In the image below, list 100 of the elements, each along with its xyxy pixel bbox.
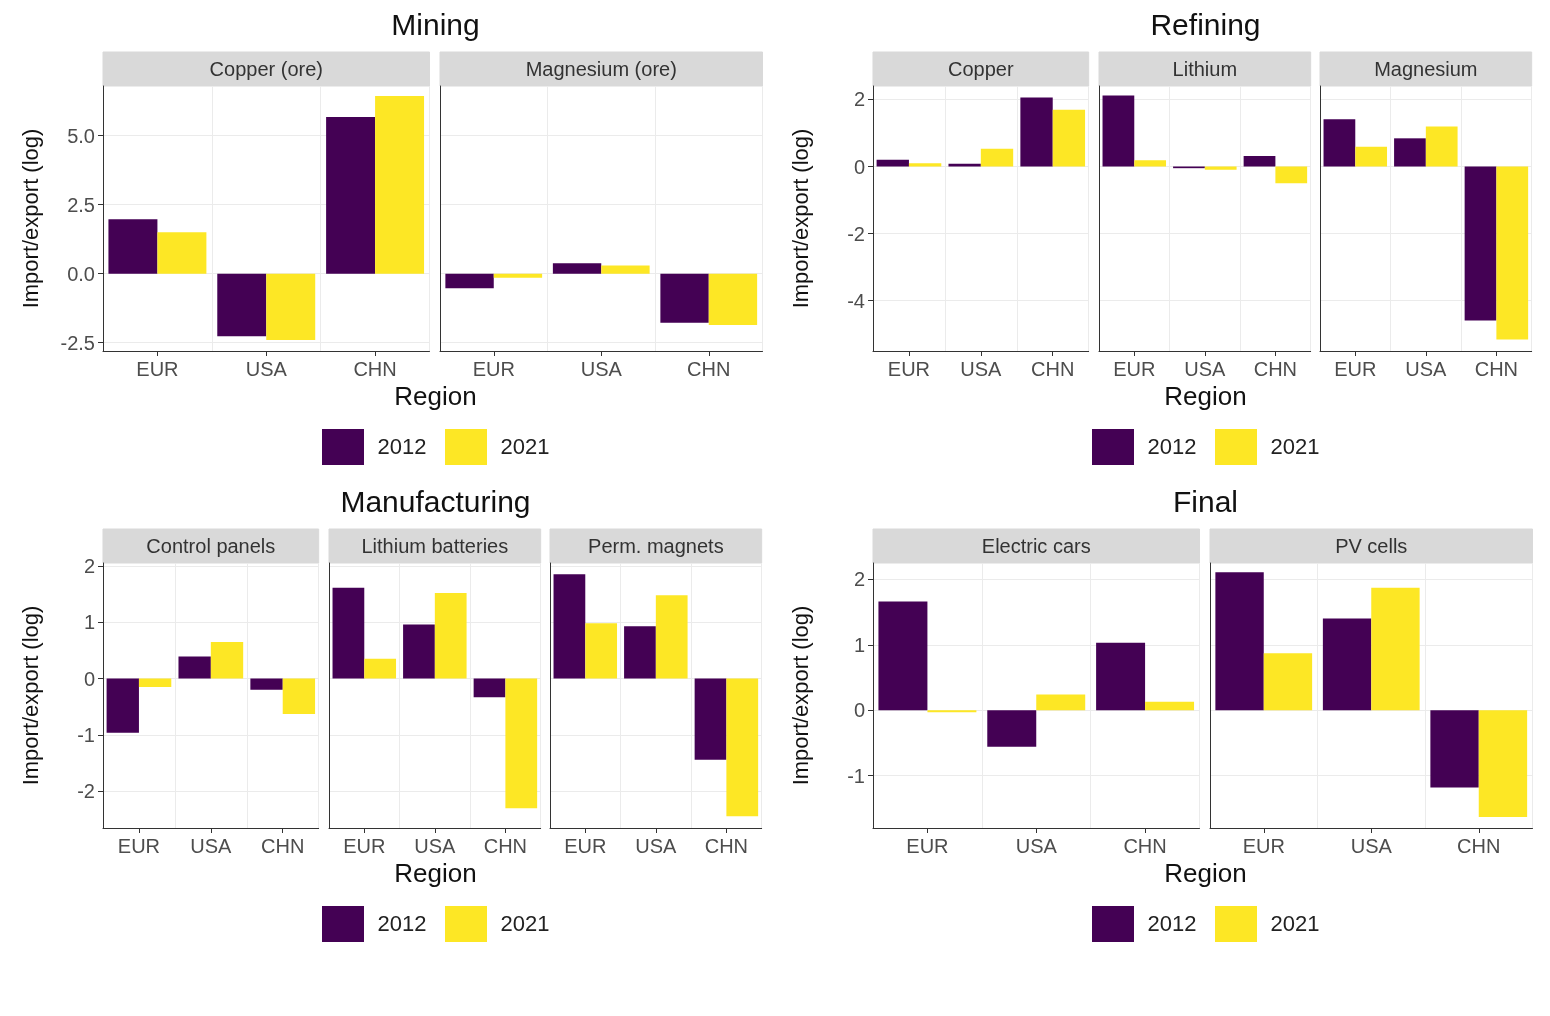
x-axis-title: Region — [393, 858, 478, 890]
x-axis-title: Region — [1163, 858, 1248, 890]
bar — [1429, 710, 1479, 788]
bar — [157, 232, 207, 274]
bar — [656, 595, 688, 679]
bar — [505, 678, 537, 809]
bar — [908, 163, 942, 167]
legend-label: 2021 — [1270, 434, 1320, 460]
legend-label: 2012 — [377, 434, 427, 460]
x-tick-label: CHN — [1031, 358, 1075, 380]
bar — [1496, 166, 1529, 340]
chart-subtitle: Magnesium — [1374, 58, 1478, 80]
y-tick-label: -1 — [77, 723, 95, 746]
bar — [1020, 97, 1053, 167]
bar — [553, 574, 586, 679]
bar — [1275, 166, 1307, 184]
bar — [434, 592, 467, 679]
x-tick-label: EUR — [136, 358, 179, 380]
x-tick-label: CHN — [483, 835, 527, 857]
y-tick-label: 1 — [83, 611, 95, 634]
chart-title: Refining — [1150, 8, 1261, 41]
bar — [210, 641, 244, 679]
chart-title: Mining — [390, 8, 481, 43]
bar — [1323, 119, 1356, 167]
y-tick-label: -2 — [847, 222, 865, 245]
y-tick-label: 1 — [853, 633, 865, 656]
x-tick-label: CHN — [1253, 358, 1297, 380]
bar — [473, 678, 506, 698]
y-tick-label: 2.5 — [67, 193, 95, 216]
x-tick-label: CHN — [353, 358, 397, 380]
bar — [1214, 572, 1264, 711]
bar — [178, 656, 211, 679]
x-tick-label: EUR — [1334, 358, 1377, 380]
y-tick-label: 0.0 — [67, 262, 95, 285]
x-tick-label: CHN — [1475, 358, 1519, 380]
bar — [694, 678, 727, 760]
bar — [1394, 138, 1427, 167]
x-tick-label: CHN — [1123, 835, 1167, 857]
chart-subtitle: Electric cars — [981, 535, 1091, 557]
y-tick-label: 0 — [853, 155, 865, 178]
chart-subtitle: Perm. magnets — [588, 535, 724, 557]
bar — [1478, 710, 1527, 817]
bar — [282, 678, 316, 715]
bar — [217, 273, 267, 337]
y-tick-label: 2 — [853, 88, 865, 111]
x-tick-label: USA — [960, 358, 1003, 380]
bar — [1263, 653, 1312, 711]
bar — [1322, 618, 1371, 711]
bar — [402, 624, 435, 679]
legend-label: 2012 — [377, 911, 427, 937]
y-axis-title: Import/export (log) — [17, 605, 43, 786]
x-tick-label: EUR — [1112, 358, 1156, 380]
x-tick-label: CHN — [261, 835, 305, 857]
x-axis-title: Region — [393, 381, 478, 413]
x-tick-label: USA — [635, 835, 678, 857]
x-tick-label: EUR — [564, 835, 607, 857]
chart-subtitle: Control panels — [146, 535, 276, 557]
bar — [1036, 694, 1086, 711]
x-tick-label: EUR — [342, 835, 386, 857]
bar — [108, 219, 158, 274]
bar — [1096, 642, 1146, 711]
y-axis-title: Import/export (log) — [17, 128, 43, 309]
x-tick-label: CHN — [705, 835, 749, 857]
y-tick-label: -1 — [847, 764, 865, 787]
bar — [1243, 156, 1276, 167]
chart-title: Manufacturing — [340, 485, 531, 518]
chart-subtitle: Lithium — [1172, 58, 1237, 80]
bar — [1426, 126, 1458, 167]
bar — [948, 163, 981, 167]
y-tick-label: 2 — [83, 554, 95, 577]
x-tick-label: USA — [245, 358, 288, 380]
bar — [332, 587, 364, 679]
chart-subtitle: PV cells — [1334, 535, 1407, 557]
x-tick-label: EUR — [887, 358, 931, 380]
x-tick-label: CHN — [1456, 835, 1500, 857]
bar — [878, 601, 928, 711]
legend-label: 2012 — [1147, 434, 1197, 460]
bar — [1204, 166, 1237, 170]
y-axis-title: Import/export (log) — [787, 605, 813, 786]
y-tick-label: -2 — [77, 780, 95, 803]
bar — [1102, 95, 1134, 167]
x-tick-label: USA — [1015, 835, 1058, 857]
x-tick-label: EUR — [472, 358, 515, 380]
x-tick-label: USA — [1405, 358, 1448, 380]
y-tick-label: -2.5 — [60, 331, 95, 354]
bar — [1370, 587, 1420, 711]
bar — [1052, 109, 1086, 167]
bar — [876, 159, 909, 167]
bar — [987, 710, 1037, 747]
x-tick-label: USA — [1350, 835, 1392, 857]
x-tick-label: EUR — [1242, 835, 1285, 857]
legend-label: 2021 — [500, 434, 550, 460]
bar — [326, 116, 376, 274]
chart-subtitle: Copper (ore) — [209, 58, 323, 80]
x-tick-label: USA — [190, 835, 233, 857]
x-tick-label: USA — [413, 835, 456, 857]
x-tick-label: EUR — [117, 835, 161, 857]
x-tick-label: EUR — [906, 835, 949, 857]
legend-label: 2021 — [1270, 911, 1320, 937]
x-tick-label: CHN — [686, 358, 730, 380]
